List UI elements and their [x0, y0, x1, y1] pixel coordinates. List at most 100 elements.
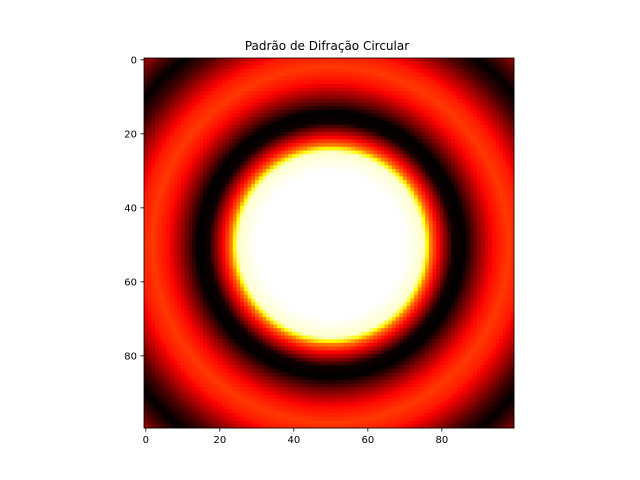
- heatmap-cell: [158, 169, 163, 174]
- heatmap-cell: [425, 61, 430, 66]
- heatmap-cell: [310, 69, 315, 74]
- heatmap-cell: [399, 213, 404, 218]
- heatmap-cell: [480, 69, 485, 74]
- heatmap-cell: [473, 231, 478, 236]
- heatmap-cell: [417, 83, 422, 88]
- heatmap-cell: [288, 194, 293, 199]
- heatmap-cell: [499, 235, 504, 240]
- heatmap-cell: [243, 80, 248, 85]
- heatmap-cell: [380, 172, 385, 177]
- heatmap-cell: [325, 231, 330, 236]
- heatmap-cell: [377, 206, 382, 211]
- heatmap-cell: [358, 198, 363, 203]
- heatmap-cell: [421, 146, 426, 151]
- heatmap-cell: [447, 165, 452, 170]
- heatmap-cell: [454, 224, 459, 229]
- heatmap-cell: [436, 113, 441, 118]
- heatmap-cell: [336, 180, 341, 185]
- heatmap-cell: [436, 213, 441, 218]
- heatmap-cell: [225, 202, 230, 207]
- heatmap-cell: [195, 228, 200, 233]
- heatmap-cell: [369, 128, 374, 133]
- heatmap-cell: [210, 132, 215, 137]
- heatmap-cell: [454, 98, 459, 103]
- heatmap-cell: [506, 157, 511, 162]
- heatmap-cell: [295, 231, 300, 236]
- heatmap-cell: [251, 135, 256, 140]
- heatmap-cell: [410, 235, 415, 240]
- heatmap-cell: [465, 165, 470, 170]
- heatmap-cell: [255, 69, 260, 74]
- heatmap-cell: [155, 176, 160, 181]
- heatmap-cell: [391, 80, 396, 85]
- heatmap-cell: [243, 239, 248, 244]
- heatmap-cell: [144, 161, 149, 166]
- heatmap-cell: [321, 150, 326, 155]
- heatmap-cell: [362, 91, 367, 96]
- heatmap-cell: [266, 139, 271, 144]
- heatmap-cell: [443, 176, 448, 181]
- heatmap-cell: [166, 72, 171, 77]
- heatmap-cell: [502, 154, 507, 159]
- heatmap-cell: [358, 65, 363, 70]
- heatmap-cell: [173, 220, 178, 225]
- heatmap-cell: [144, 194, 149, 199]
- heatmap-cell: [292, 58, 297, 63]
- heatmap-cell: [373, 72, 378, 77]
- heatmap-cell: [432, 124, 437, 129]
- heatmap-cell: [284, 124, 289, 129]
- heatmap-cell: [225, 113, 230, 118]
- heatmap-cell: [158, 65, 163, 70]
- heatmap-cell: [184, 61, 189, 66]
- heatmap-cell: [414, 206, 419, 211]
- heatmap-cell: [258, 169, 263, 174]
- heatmap-cell: [336, 128, 341, 133]
- heatmap-cell: [158, 120, 163, 125]
- heatmap-cell: [332, 80, 337, 85]
- heatmap-cell: [310, 124, 315, 129]
- heatmap-cell: [243, 65, 248, 70]
- heatmap-cell: [480, 191, 485, 196]
- heatmap-cell: [221, 187, 226, 192]
- heatmap-cell: [451, 146, 456, 151]
- heatmap-cell: [184, 220, 189, 225]
- heatmap-cell: [258, 217, 263, 222]
- heatmap-cell: [340, 132, 345, 137]
- heatmap-cell: [403, 224, 408, 229]
- heatmap-cell: [203, 228, 208, 233]
- heatmap-cell: [188, 102, 193, 107]
- heatmap-cell: [306, 231, 311, 236]
- heatmap-cell: [362, 117, 367, 122]
- heatmap-cell: [155, 95, 160, 100]
- heatmap-cell: [173, 135, 178, 140]
- heatmap-cell: [269, 95, 274, 100]
- heatmap-cell: [347, 139, 352, 144]
- heatmap-cell: [406, 76, 411, 81]
- heatmap-cell: [181, 169, 186, 174]
- heatmap-cell: [506, 65, 511, 70]
- heatmap-cell: [306, 169, 311, 174]
- heatmap-cell: [351, 98, 356, 103]
- heatmap-cell: [151, 132, 156, 137]
- heatmap-cell: [351, 61, 356, 66]
- heatmap-cell: [177, 95, 182, 100]
- heatmap-cell: [428, 109, 433, 114]
- heatmap-cell: [469, 202, 474, 207]
- heatmap-cell: [436, 143, 441, 148]
- heatmap-cell: [432, 58, 437, 63]
- heatmap-cell: [280, 213, 285, 218]
- heatmap-cell: [151, 217, 156, 222]
- heatmap-cell: [480, 106, 485, 111]
- heatmap-cell: [358, 102, 363, 107]
- heatmap-cell: [288, 95, 293, 100]
- heatmap-cell: [284, 106, 289, 111]
- heatmap-cell: [288, 135, 293, 140]
- heatmap-cell: [218, 102, 223, 107]
- heatmap-cell: [506, 154, 511, 159]
- heatmap-cell: [462, 102, 467, 107]
- heatmap-cell: [247, 91, 252, 96]
- heatmap-cell: [391, 235, 396, 240]
- heatmap-cell: [147, 187, 152, 192]
- heatmap-cell: [388, 139, 393, 144]
- heatmap-cell: [473, 239, 478, 244]
